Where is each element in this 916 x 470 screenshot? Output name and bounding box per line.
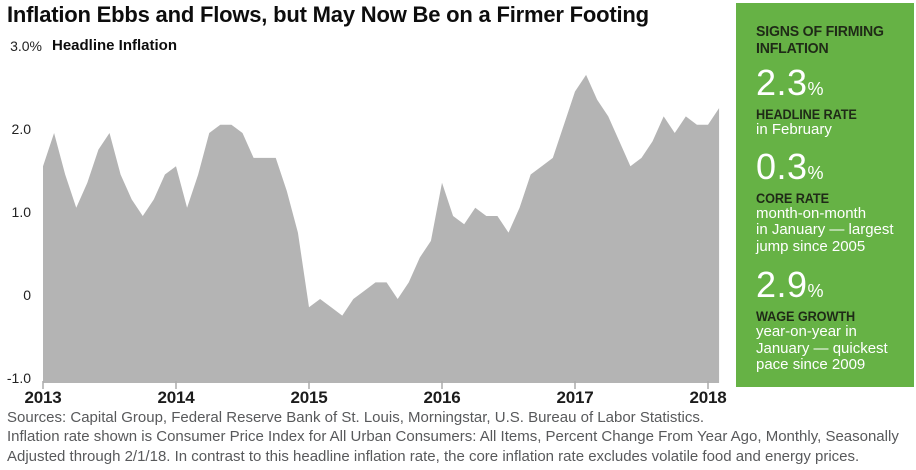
footnote-line-definition-2: Adjusted through 2/1/18. In contrast to … bbox=[7, 447, 860, 465]
stat-core-rate-description: month-on-month in January — largest jump… bbox=[756, 204, 894, 255]
stat-headline-rate-label: HEADLINE RATE bbox=[756, 107, 857, 122]
stat-number: 2.9 bbox=[756, 264, 808, 305]
stat-core-rate-label: CORE RATE bbox=[756, 190, 829, 206]
inflation-area-fill bbox=[43, 74, 720, 384]
area-chart-canvas bbox=[42, 74, 720, 389]
stat-core-rate: 0.3% CORE RATE month-on-month in January… bbox=[756, 145, 896, 256]
stat-wage-growth: 2.9% WAGE GROWTH year-on-year in January… bbox=[756, 267, 896, 374]
stat-headline-rate-value: 2.3% bbox=[756, 65, 896, 107]
chart-title: Inflation Ebbs and Flows, but May Now Be… bbox=[7, 2, 649, 27]
percent-sign: % bbox=[807, 162, 824, 183]
stat-wage-growth-description: year-on-year in January — quickest pace … bbox=[756, 323, 888, 373]
sidebar-signs-of-firming-inflation: SIGNS OF FIRMING INFLATION 2.3% HEADLINE… bbox=[736, 3, 914, 387]
footnote-line-sources: Sources: Capital Group, Federal Reserve … bbox=[7, 409, 705, 426]
stat-wage-growth-value: 2.9% bbox=[756, 267, 896, 309]
stat-number: 0.3 bbox=[756, 145, 808, 187]
sidebar-title: SIGNS OF FIRMING INFLATION bbox=[756, 23, 884, 57]
footnote-line-definition: Inflation rate shown is Consumer Price I… bbox=[7, 428, 899, 446]
percent-sign: % bbox=[807, 281, 824, 301]
stat-headline-rate-description: in February bbox=[756, 121, 832, 138]
stat-core-rate-value: 0.3% bbox=[756, 145, 896, 191]
headline-inflation-area-chart: 3.0% 2.0 1.0 0 -1.0 2013 2014 2015 2016 2017 2018… bbox=[7, 37, 727, 407]
stat-wage-growth-label: WAGE GROWTH bbox=[756, 309, 856, 324]
percent-sign: % bbox=[807, 79, 824, 99]
series-label: Headline Inflation bbox=[52, 37, 178, 54]
stat-number: 2.3 bbox=[756, 62, 808, 103]
source-footnote: Sources: Capital Group, Federal Reserve … bbox=[7, 408, 913, 466]
stat-headline-rate: 2.3% HEADLINE RATE in February bbox=[756, 65, 896, 139]
x-axis-ticks bbox=[42, 381, 709, 389]
